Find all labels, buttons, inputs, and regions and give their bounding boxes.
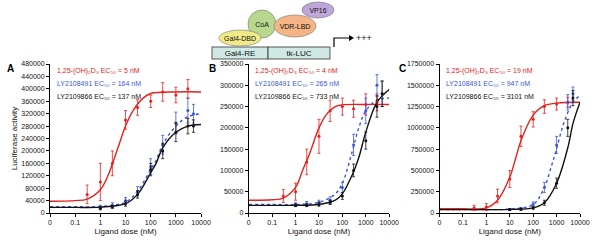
svg-text:40000: 40000	[25, 197, 45, 204]
svg-text:400000: 400000	[21, 85, 44, 92]
svg-text:160000: 160000	[21, 160, 44, 167]
svg-text:360000: 360000	[21, 98, 44, 105]
svg-text:0.1: 0.1	[70, 219, 80, 226]
svg-text:240000: 240000	[21, 135, 44, 142]
svg-text:280000: 280000	[21, 123, 44, 130]
svg-text:LY2108491 EC₅₀ = 265 nM: LY2108491 EC₅₀ = 265 nM	[255, 80, 339, 87]
svg-text:0: 0	[438, 219, 442, 226]
svg-text:C: C	[399, 63, 406, 74]
svg-text:1000: 1000	[358, 219, 374, 226]
svg-text:1250000: 1250000	[407, 103, 434, 110]
svg-text:Gal4-RE: Gal4-RE	[225, 49, 256, 58]
svg-text:120000: 120000	[21, 172, 44, 179]
svg-text:350000: 350000	[220, 60, 243, 67]
svg-text:320000: 320000	[21, 110, 44, 117]
svg-text:1500000: 1500000	[407, 82, 434, 89]
svg-text:LY2109866 EC₅₀ = 3101 nM: LY2109866 EC₅₀ = 3101 nM	[446, 93, 534, 100]
svg-text:10000: 10000	[379, 219, 399, 226]
svg-text:Ligand dose (nM): Ligand dose (nM)	[288, 227, 351, 236]
svg-text:100: 100	[337, 219, 349, 226]
svg-text:VDR-LBD: VDR-LBD	[280, 23, 311, 30]
svg-text:Gal4-DBD: Gal4-DBD	[224, 35, 256, 42]
svg-text:0: 0	[247, 219, 251, 226]
svg-text:0: 0	[48, 219, 52, 226]
svg-text:0: 0	[41, 209, 45, 216]
svg-text:1,25-(OH)₂D₃ EC₅₀ = 4 nM: 1,25-(OH)₂D₃ EC₅₀ = 4 nM	[255, 67, 338, 75]
svg-text:tk-LUC: tk-LUC	[287, 49, 312, 58]
svg-text:0: 0	[430, 209, 434, 216]
svg-text:250000: 250000	[411, 188, 434, 195]
svg-text:100: 100	[145, 219, 157, 226]
svg-text:200000: 200000	[220, 124, 243, 131]
svg-text:0.1: 0.1	[458, 219, 468, 226]
svg-text:80000: 80000	[25, 185, 45, 192]
svg-text:480000: 480000	[21, 60, 44, 67]
svg-text:0: 0	[239, 209, 243, 216]
svg-text:500000: 500000	[411, 167, 434, 174]
svg-text:VP16: VP16	[309, 7, 326, 14]
svg-text:10000: 10000	[191, 219, 211, 226]
svg-text:10: 10	[122, 219, 130, 226]
svg-text:100000: 100000	[220, 167, 243, 174]
svg-text:LY2109866 EC₅₀ = 137 nM: LY2109866 EC₅₀ = 137 nM	[57, 93, 141, 100]
svg-text:10000: 10000	[570, 219, 590, 226]
svg-text:1000: 1000	[549, 219, 565, 226]
svg-text:1: 1	[484, 219, 488, 226]
svg-text:A: A	[7, 63, 14, 74]
svg-text:440000: 440000	[21, 73, 44, 80]
svg-text:1000000: 1000000	[407, 124, 434, 131]
svg-text:LY2108491 EC₅₀ = 947 nM: LY2108491 EC₅₀ = 947 nM	[446, 80, 530, 87]
svg-text:B: B	[209, 63, 216, 74]
svg-text:300000: 300000	[220, 82, 243, 89]
svg-text:250000: 250000	[220, 103, 243, 110]
svg-text:1000: 1000	[168, 219, 184, 226]
svg-text:1: 1	[98, 219, 102, 226]
svg-text:100: 100	[527, 219, 539, 226]
svg-text:Luciferase activity: Luciferase activity	[10, 107, 19, 171]
svg-text:LY2109866 EC₅₀ = 733 nM: LY2109866 EC₅₀ = 733 nM	[255, 93, 339, 100]
svg-text:10: 10	[506, 219, 514, 226]
svg-text:Ligand dose (nM): Ligand dose (nM)	[94, 227, 157, 236]
svg-text:+++: +++	[356, 33, 372, 43]
svg-text:1,25-(OH)₂D₃ EC₅₀ = 19 nM: 1,25-(OH)₂D₃ EC₅₀ = 19 nM	[446, 67, 533, 75]
svg-text:200000: 200000	[21, 147, 44, 154]
svg-text:1,25-(OH)₂D₃ EC₅₀ = 5 nM: 1,25-(OH)₂D₃ EC₅₀ = 5 nM	[57, 67, 140, 75]
svg-text:Ligand dose (nM): Ligand dose (nM)	[479, 227, 542, 236]
svg-text:750000: 750000	[411, 146, 434, 153]
svg-text:LY2108491 EC₅₀ = 164 nM: LY2108491 EC₅₀ = 164 nM	[57, 80, 141, 87]
svg-text:50000: 50000	[224, 188, 244, 195]
svg-text:10: 10	[315, 219, 323, 226]
svg-text:0.1: 0.1	[267, 219, 277, 226]
svg-text:1750000: 1750000	[407, 60, 434, 67]
svg-text:1: 1	[294, 219, 298, 226]
svg-text:150000: 150000	[220, 146, 243, 153]
svg-text:CoA: CoA	[255, 21, 269, 28]
